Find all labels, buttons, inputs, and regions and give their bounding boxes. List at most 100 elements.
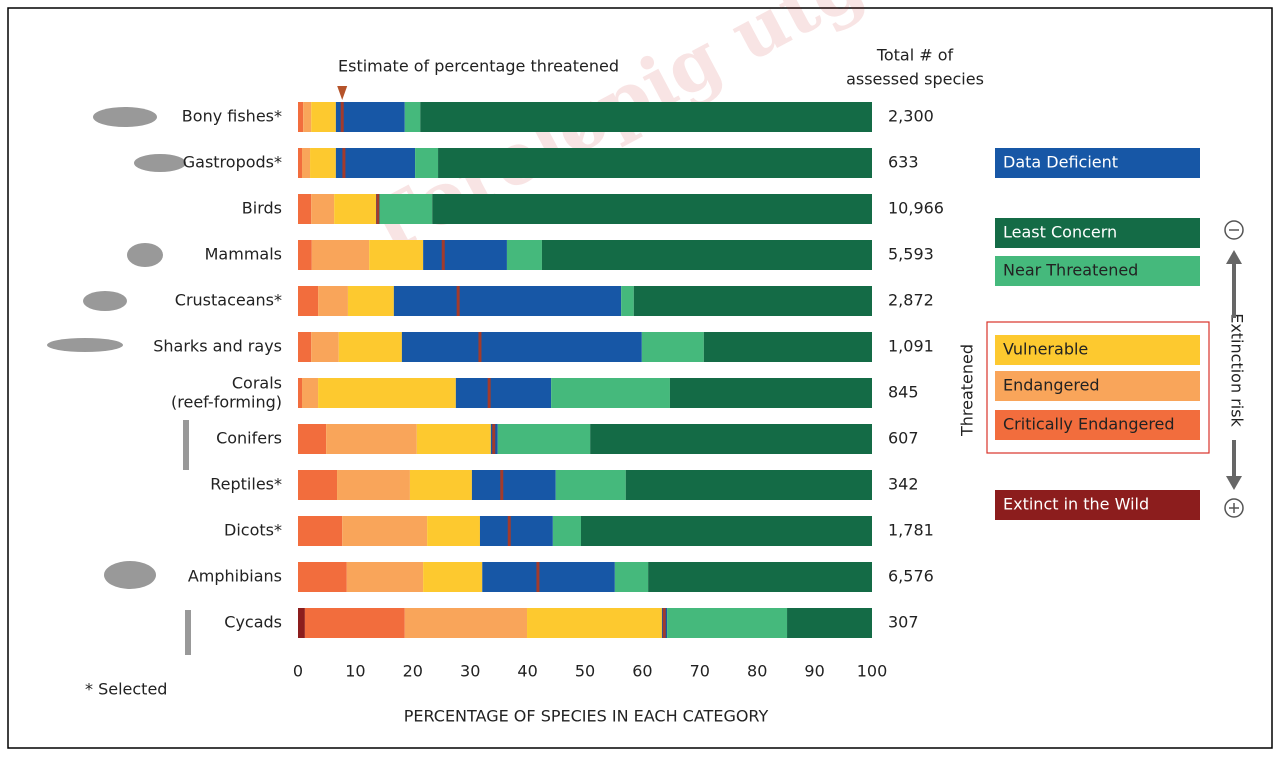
bar-segment xyxy=(298,424,327,454)
bar-segment xyxy=(527,608,662,638)
x-axis-label: PERCENTAGE OF SPECIES IN EACH CATEGORY xyxy=(404,707,769,726)
estimate-marker xyxy=(456,286,460,316)
bar-segment xyxy=(303,102,312,132)
bar-segment xyxy=(614,562,649,592)
legend-label: Near Threatened xyxy=(1003,261,1138,280)
bar-segment xyxy=(427,516,480,546)
x-tick-label: 30 xyxy=(460,662,480,681)
bar-segment xyxy=(338,332,402,362)
bar-segment xyxy=(667,608,788,638)
legend-label: Data Deficient xyxy=(1003,153,1118,172)
bar-segment xyxy=(298,332,312,362)
bar-segment xyxy=(423,240,507,270)
legend-label: Endangered xyxy=(1003,376,1100,395)
bar-segment xyxy=(482,562,615,592)
total-label: 342 xyxy=(888,475,919,494)
bar-segment xyxy=(298,102,304,132)
bar-segment xyxy=(625,470,872,500)
estimate-marker xyxy=(478,332,482,362)
bar-segment xyxy=(298,286,319,316)
bar-segment xyxy=(334,194,377,224)
x-tick-label: 70 xyxy=(690,662,710,681)
category-label: Bony fishes* xyxy=(182,107,282,126)
estimate-marker xyxy=(342,148,346,178)
total-label: 2,872 xyxy=(888,291,934,310)
category-label: Corals (reef-forming) xyxy=(171,373,282,411)
bar-segment xyxy=(669,378,872,408)
bar-segment xyxy=(311,194,335,224)
bar-segment xyxy=(347,286,394,316)
bar-segment xyxy=(298,516,343,546)
bar-segment xyxy=(335,148,416,178)
category-label: Amphibians xyxy=(188,567,282,586)
estimate-marker xyxy=(441,240,445,270)
category-label: Mammals xyxy=(205,245,282,264)
bar-segment xyxy=(302,148,311,178)
total-label: 607 xyxy=(888,429,919,448)
bar-segment xyxy=(393,286,622,316)
x-tick-label: 20 xyxy=(403,662,423,681)
total-label: 845 xyxy=(888,383,919,402)
totals-header: Total # of xyxy=(876,46,954,65)
legend-swatch xyxy=(995,335,1200,365)
bar-segment xyxy=(298,562,347,592)
category-label: Birds xyxy=(242,199,282,218)
x-tick-label: 80 xyxy=(747,662,767,681)
estimate-marker xyxy=(536,562,540,592)
x-tick-label: 100 xyxy=(857,662,888,681)
bar-segment xyxy=(401,332,642,362)
total-label: 2,300 xyxy=(888,107,934,126)
estimate-marker xyxy=(487,378,491,408)
x-tick-label: 90 xyxy=(804,662,824,681)
bar-segment xyxy=(311,102,336,132)
estimate-marker xyxy=(662,608,666,638)
bar-segment xyxy=(346,562,424,592)
legend-swatch xyxy=(995,148,1200,178)
bar-segment xyxy=(298,194,312,224)
bar-segment xyxy=(415,148,439,178)
legend-swatch xyxy=(995,410,1200,440)
total-label: 1,091 xyxy=(888,337,934,356)
legend-label: Vulnerable xyxy=(1003,340,1088,359)
annotation: Estimate of percentage threatened xyxy=(338,57,619,76)
bar-segment xyxy=(318,378,456,408)
bar-segment xyxy=(369,240,424,270)
category-label: Reptiles* xyxy=(210,475,282,494)
total-label: 633 xyxy=(888,153,919,172)
estimate-marker xyxy=(507,516,511,546)
bar-segment xyxy=(551,378,670,408)
total-label: 307 xyxy=(888,613,919,632)
bar-segment xyxy=(497,424,591,454)
footnote: * Selected xyxy=(85,680,167,699)
legend-swatch xyxy=(995,490,1200,520)
risk-label: Extinction risk xyxy=(1228,313,1247,427)
bar-segment xyxy=(580,516,872,546)
total-label: 6,576 xyxy=(888,567,934,586)
bar-segment xyxy=(298,240,312,270)
bar-segment xyxy=(311,240,370,270)
legend-label: Least Concern xyxy=(1003,223,1117,242)
risk-icons xyxy=(1224,220,1244,518)
totals-header: assessed species xyxy=(846,70,984,89)
x-tick-label: 60 xyxy=(632,662,652,681)
x-tick-label: 0 xyxy=(293,662,303,681)
arrow-down xyxy=(1226,476,1242,490)
estimate-marker xyxy=(376,194,380,224)
arrow-up xyxy=(1226,250,1242,264)
bar-segment xyxy=(787,608,872,638)
estimate-marker xyxy=(340,102,344,132)
bar-segment xyxy=(479,516,553,546)
category-label: Cycads xyxy=(224,613,282,632)
legend-swatch xyxy=(995,371,1200,401)
category-label: Gastropods* xyxy=(183,153,282,172)
bar-segment xyxy=(379,194,433,224)
bar-segment xyxy=(318,286,348,316)
total-label: 1,781 xyxy=(888,521,934,540)
bar-segment xyxy=(703,332,872,362)
frame xyxy=(7,7,1273,749)
threatened-box xyxy=(986,321,1210,454)
bar-segment xyxy=(438,148,872,178)
bar-segment xyxy=(326,424,417,454)
bar-segment xyxy=(298,148,303,178)
